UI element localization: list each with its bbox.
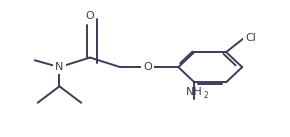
Text: NH: NH <box>186 87 203 97</box>
Text: 2: 2 <box>204 91 208 100</box>
Text: O: O <box>86 11 94 21</box>
Text: N: N <box>55 62 64 72</box>
Text: O: O <box>144 62 152 72</box>
Text: Cl: Cl <box>245 33 256 43</box>
